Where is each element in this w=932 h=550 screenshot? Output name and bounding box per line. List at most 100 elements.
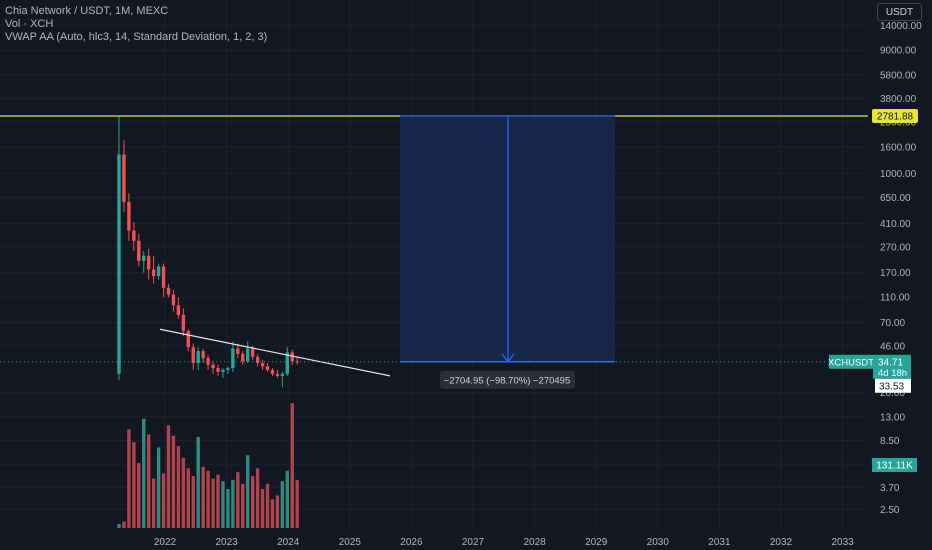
volume-bar bbox=[196, 437, 200, 528]
candle-body bbox=[265, 366, 270, 370]
candle-body bbox=[176, 305, 181, 315]
candle-body bbox=[211, 364, 215, 369]
volume-bar bbox=[171, 435, 176, 528]
price-tick-label: 13.00 bbox=[880, 412, 905, 423]
candle-body bbox=[151, 269, 156, 277]
legend-symbol[interactable]: Chia Network / USDT, 1M, MEXC bbox=[5, 5, 169, 17]
volume-bar bbox=[260, 489, 265, 528]
candle-body bbox=[186, 331, 190, 348]
volume-bar bbox=[191, 476, 195, 528]
volume-bar bbox=[265, 483, 270, 528]
price-tick-label: 170.00 bbox=[880, 268, 911, 279]
legend-volume[interactable]: Vol · XCH bbox=[5, 18, 54, 30]
price-tick-label: 3.70 bbox=[880, 483, 900, 494]
candle-body bbox=[122, 154, 126, 203]
legend-vwap[interactable]: VWAP AA (Auto, hlc3, 14, Standard Deviat… bbox=[5, 31, 268, 43]
volume-bar bbox=[132, 442, 136, 528]
volume-tag-label: 131.11K bbox=[876, 461, 913, 472]
volume-bar bbox=[176, 446, 181, 528]
volume-bar bbox=[137, 463, 141, 528]
volume-bar bbox=[241, 483, 245, 528]
price-tick-label: 110.00 bbox=[880, 293, 910, 304]
candle-body bbox=[270, 369, 275, 374]
price-tick-label: 3800.00 bbox=[880, 94, 917, 105]
volume-bar bbox=[231, 479, 235, 528]
candle-body bbox=[221, 369, 225, 372]
time-tick-label: 2032 bbox=[770, 537, 793, 548]
candle-body bbox=[285, 352, 289, 374]
volume-bar bbox=[151, 478, 156, 528]
candle-body bbox=[201, 351, 205, 359]
price-tick-label: 270.00 bbox=[880, 242, 911, 253]
prev-close-tag bbox=[875, 378, 911, 393]
candle-body bbox=[246, 348, 250, 362]
volume-bar bbox=[142, 418, 146, 528]
chart-legend: Chia Network / USDT, 1M, MEXC Vol · XCH … bbox=[5, 5, 267, 44]
candle-body bbox=[161, 266, 166, 288]
prev-close-label: 33.53 bbox=[879, 381, 904, 392]
volume-bar bbox=[117, 524, 121, 528]
currency-button[interactable]: USDT bbox=[877, 3, 922, 21]
volume-bar bbox=[226, 489, 230, 528]
time-tick-label: 2026 bbox=[400, 537, 423, 548]
symbol-tag-label: XCHUSDT bbox=[828, 357, 874, 368]
volume-bar bbox=[181, 457, 186, 528]
price-tick-label: 9000.00 bbox=[880, 46, 917, 57]
volume-bar bbox=[250, 476, 255, 528]
volume-bar bbox=[275, 495, 280, 528]
volume-bar bbox=[216, 474, 220, 528]
candle-body bbox=[216, 368, 220, 372]
volume-bar bbox=[211, 478, 215, 528]
candle-body bbox=[236, 348, 240, 354]
volume-bar bbox=[255, 468, 260, 528]
candle-body bbox=[275, 373, 280, 376]
time-tick-label: 2033 bbox=[831, 537, 854, 548]
candle-body bbox=[117, 154, 121, 374]
volume-bar bbox=[161, 473, 166, 528]
time-tick-label: 2023 bbox=[215, 537, 238, 548]
time-tick-label: 2028 bbox=[523, 537, 546, 548]
measure-label-box bbox=[440, 370, 575, 389]
volume-bar bbox=[280, 481, 285, 528]
candle-body bbox=[166, 287, 171, 295]
volume-bar bbox=[127, 429, 131, 528]
time-tick-label: 2024 bbox=[277, 537, 300, 548]
candle-body bbox=[137, 240, 141, 261]
candle-body bbox=[226, 368, 230, 370]
price-tick-label: 2.50 bbox=[880, 505, 900, 516]
candle-body bbox=[231, 348, 235, 369]
countdown-label: 4d 18h bbox=[878, 368, 907, 379]
price-tick-label: 46.00 bbox=[880, 342, 905, 353]
candle-body bbox=[156, 266, 161, 277]
price-tick-label: 1600.00 bbox=[880, 143, 917, 154]
price-tick-label: 8.50 bbox=[880, 436, 900, 447]
candle-body bbox=[241, 353, 245, 362]
candle-body bbox=[290, 352, 294, 362]
volume-bar bbox=[285, 470, 289, 528]
price-tick-label: 410.00 bbox=[880, 219, 911, 230]
candle-body bbox=[196, 351, 200, 363]
price-tick-label: 20.00 bbox=[880, 388, 905, 399]
candle-body bbox=[127, 202, 131, 231]
candle-body bbox=[171, 294, 176, 306]
last-price-value: 34.71 bbox=[878, 357, 903, 368]
price-tick-label: 650.00 bbox=[880, 193, 911, 204]
candle-body bbox=[191, 347, 195, 363]
candle-body bbox=[181, 314, 186, 332]
trendline bbox=[159, 328, 391, 377]
volume-bar bbox=[236, 472, 240, 528]
volume-bar bbox=[295, 479, 299, 528]
time-tick-label: 2025 bbox=[339, 537, 362, 548]
candle-body bbox=[142, 255, 146, 261]
volume-bar bbox=[246, 455, 250, 528]
volume-bar bbox=[221, 481, 225, 528]
volume-bar bbox=[166, 425, 171, 528]
measure-label: −2704.95 (−98.70%) −270495 bbox=[444, 375, 571, 386]
candle-body bbox=[250, 348, 255, 357]
candle-body bbox=[147, 255, 151, 270]
volume-bar bbox=[122, 521, 126, 528]
candle-body bbox=[132, 230, 136, 241]
level-price-tag bbox=[872, 109, 918, 123]
